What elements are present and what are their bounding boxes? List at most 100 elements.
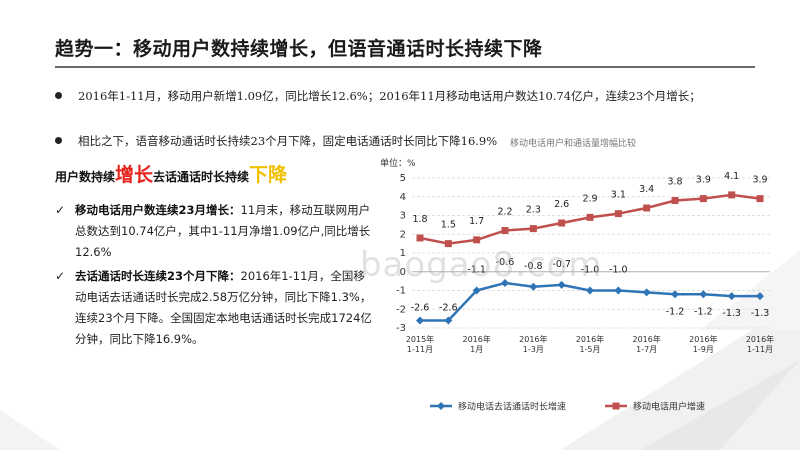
- data-point-square: [529, 225, 537, 233]
- data-label: -1.3: [722, 308, 741, 319]
- page-title: 趋势一：移动用户数持续增长，但语音通话时长持续下降: [55, 38, 543, 60]
- data-label: 4.1: [724, 171, 739, 182]
- data-point-square: [756, 195, 764, 203]
- data-point-square: [473, 236, 481, 244]
- data-label: -0.7: [552, 259, 571, 270]
- data-label: 3.4: [639, 184, 654, 195]
- y-tick-label: -1: [396, 286, 406, 297]
- list-item-body: 11月末，移动互联网用户总数达到10.74亿户，其中1-11月净增1.09亿户,…: [75, 203, 371, 259]
- y-tick-label: 1: [400, 248, 406, 259]
- x-tick-label: 1-3月: [523, 345, 544, 354]
- section-subheading: 用户数持续增长去话通话时长持续下降: [55, 160, 287, 187]
- data-point-diamond: [472, 286, 481, 295]
- y-tick-label: 5: [400, 173, 406, 184]
- x-tick-label: 2016年: [519, 334, 547, 344]
- data-label: -1.1: [467, 265, 486, 276]
- data-label: -0.6: [496, 257, 515, 268]
- legend-marker: [612, 402, 620, 410]
- legend-marker: [437, 402, 445, 410]
- list-item-heading: 去话通话时长连续23个月下降：: [75, 269, 241, 283]
- data-label: 1.8: [412, 214, 427, 225]
- x-tick-label: 2015年: [406, 334, 434, 344]
- data-label: -1.0: [609, 265, 628, 276]
- data-label: -0.8: [524, 261, 543, 272]
- list-item-body: 2016年1-11月，全国移动电话去话通话时长完成2.58万亿分钟，同比下降1.…: [75, 269, 372, 346]
- title-bar: 趋势一：移动用户数持续增长，但语音通话时长持续下降: [0, 0, 800, 68]
- data-point-diamond: [586, 286, 594, 295]
- bullet-point-2: 相比之下，语音移动通话时长持续23个月下降，固定电话通话时长同比下降16.9%: [55, 131, 715, 151]
- y-tick-label: -2: [396, 304, 406, 315]
- line-chart: 单位：%543210-1-2-32015年1-11月2016年1月2016年1-…: [380, 157, 774, 413]
- data-label: 2.9: [582, 193, 597, 204]
- checkmark-icon: ✓: [55, 203, 66, 217]
- data-point-diamond: [614, 286, 623, 295]
- x-tick-label: 1-7月: [636, 345, 657, 354]
- x-tick-label: 1-5月: [579, 345, 600, 354]
- y-tick-label: 3: [400, 211, 406, 222]
- subhead-part-2: 去话通话时长持续: [153, 170, 250, 184]
- chart-title: 移动电话用户和通话量增幅比较: [510, 139, 637, 149]
- data-point-square: [614, 210, 622, 218]
- subhead-highlight-down: 下降: [249, 164, 288, 186]
- data-label: -1.2: [666, 306, 685, 317]
- data-point-diamond: [557, 280, 566, 289]
- y-tick-label: 2: [400, 229, 406, 240]
- data-point-square: [444, 240, 452, 248]
- data-point-square: [558, 219, 566, 227]
- bullet-dot-icon: [55, 137, 62, 144]
- data-point-diamond: [727, 292, 736, 301]
- data-point-square: [416, 234, 424, 242]
- data-label: -2.6: [439, 303, 458, 314]
- y-tick-label: -3: [396, 323, 406, 334]
- data-label: -1.2: [694, 306, 713, 317]
- y-tick-label: 4: [400, 192, 406, 203]
- data-point-diamond: [671, 290, 679, 299]
- bullet-text: 相比之下，语音移动通话时长持续23个月下降，固定电话通话时长同比下降16.9%: [78, 134, 498, 148]
- data-point-diamond: [444, 316, 453, 325]
- data-label: 1.5: [441, 220, 456, 231]
- x-tick-label: 1-11月: [747, 345, 773, 354]
- data-label: 2.6: [554, 199, 569, 210]
- legend-label: 移动电话去话通话时长增速: [458, 401, 566, 413]
- bullet-dot-icon: [55, 92, 62, 99]
- data-point-square: [671, 197, 679, 204]
- bullet-point-1: 2016年1-11月，移动用户新增1.09亿，同比增长12.6%；2016年11…: [55, 86, 715, 128]
- data-point-diamond: [699, 290, 708, 299]
- data-label: 3.1: [611, 190, 626, 201]
- x-tick-label: 1-11月: [407, 345, 433, 354]
- data-point-diamond: [756, 292, 764, 301]
- x-tick-label: 1月: [470, 345, 483, 354]
- data-point-square: [643, 204, 651, 212]
- data-label: -1.3: [751, 308, 770, 319]
- subhead-part-1: 用户数持续: [55, 170, 116, 184]
- subhead-highlight-up: 增长: [115, 164, 154, 186]
- watermark: baogao8.com: [360, 245, 603, 285]
- y-unit-label: 单位：%: [380, 157, 416, 169]
- data-label: -2.6: [411, 303, 430, 314]
- y-tick-label: 0: [400, 267, 406, 278]
- data-label: -1.0: [581, 265, 600, 276]
- data-point-diamond: [416, 316, 424, 325]
- bullet-text: 2016年1-11月，移动用户新增1.09亿，同比增长12.6%；2016年11…: [78, 89, 701, 103]
- data-label: 3.8: [667, 177, 682, 188]
- x-tick-label: 2016年: [746, 334, 774, 344]
- x-tick-label: 2016年: [689, 334, 717, 344]
- data-point-diamond: [642, 288, 651, 297]
- data-point-square: [728, 191, 736, 199]
- x-tick-label: 2016年: [632, 334, 660, 344]
- data-label: 2.2: [497, 207, 512, 218]
- x-tick-label: 2016年: [576, 334, 604, 344]
- data-label: 3.9: [752, 175, 767, 186]
- data-point-diamond: [501, 279, 509, 287]
- title-divider: [55, 66, 755, 68]
- data-point-diamond: [529, 282, 538, 291]
- data-point-square: [501, 227, 509, 234]
- x-tick-label: 2016年: [462, 334, 490, 344]
- data-point-square: [586, 213, 594, 221]
- list-item-heading: 移动电话用户数连续23月增长：: [75, 203, 241, 217]
- data-point-square: [699, 195, 707, 203]
- checkmark-icon: ✓: [55, 269, 66, 283]
- x-tick-label: 1-9月: [693, 345, 714, 354]
- data-label: 2.3: [526, 205, 541, 216]
- data-label: 1.7: [469, 216, 484, 227]
